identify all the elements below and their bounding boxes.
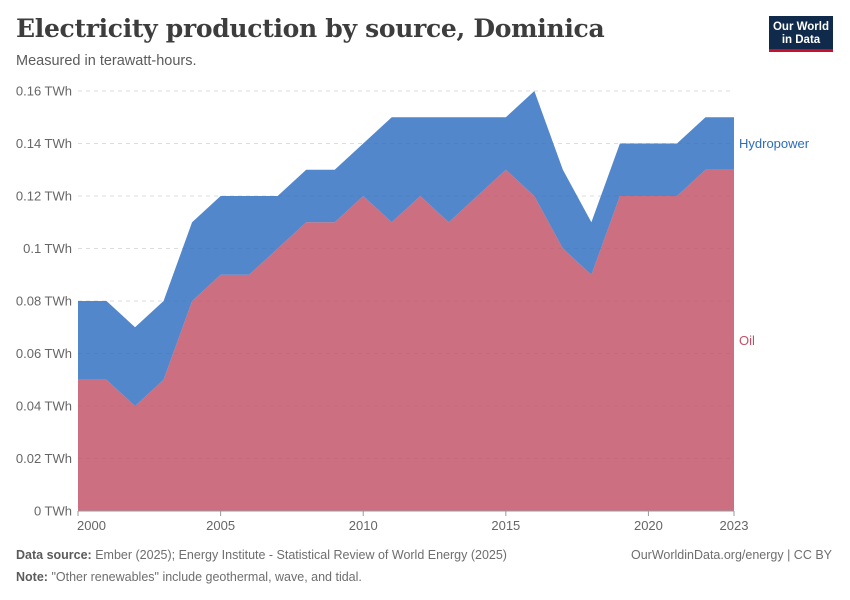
chart-title: Electricity production by source, Domini… bbox=[16, 14, 605, 43]
source-label: Data source: bbox=[16, 548, 92, 562]
x-tick-label: 2005 bbox=[206, 518, 235, 533]
series-label-oil: Oil bbox=[739, 333, 755, 348]
logo-line-1: Our World bbox=[772, 21, 829, 33]
axes: 0 TWh 0.02 TWh 0.04 TWh 0.06 TWh 0.08 TWh 0.1… bbox=[16, 84, 749, 534]
source-text[interactable]: Ember (2025); Energy Institute - Statist… bbox=[95, 548, 507, 562]
x-tick-label: 2020 bbox=[634, 518, 663, 533]
y-tick-label: 0.02 TWh bbox=[16, 451, 72, 466]
y-tick-label: 0.16 TWh bbox=[16, 84, 72, 99]
series-labels: Oil Hydropower bbox=[739, 136, 810, 348]
chart-subtitle: Measured in terawatt-hours. bbox=[16, 53, 197, 69]
x-tick-label: 2015 bbox=[491, 518, 520, 533]
logo-line-2: in Data bbox=[781, 34, 821, 46]
license-link[interactable]: OurWorldinData.org/energy | CC BY bbox=[630, 548, 832, 562]
y-tick-label: 0 TWh bbox=[34, 504, 72, 519]
x-tick-label: 2000 bbox=[77, 518, 106, 533]
y-tick-label: 0.12 TWh bbox=[16, 189, 72, 204]
area-series bbox=[78, 91, 734, 511]
y-tick-label: 0.1 TWh bbox=[23, 241, 72, 256]
y-tick-label: 0.08 TWh bbox=[16, 294, 72, 309]
data-source: Data source: Ember (2025); Energy Instit… bbox=[16, 548, 507, 562]
owid-logo[interactable]: Our World in Data bbox=[769, 16, 833, 52]
area-hydropower bbox=[78, 91, 734, 406]
chart-note: Note: "Other renewables" include geother… bbox=[16, 570, 362, 584]
y-tick-label: 0.06 TWh bbox=[16, 346, 72, 361]
y-tick-label: 0.04 TWh bbox=[16, 399, 72, 414]
x-tick-label: 2010 bbox=[349, 518, 378, 533]
note-label: Note: bbox=[16, 570, 48, 584]
x-tick-label: 2023 bbox=[720, 518, 749, 533]
note-text: "Other renewables" include geothermal, w… bbox=[51, 570, 362, 584]
y-tick-label: 0.14 TWh bbox=[16, 136, 72, 151]
series-label-hydropower: Hydropower bbox=[739, 136, 810, 151]
